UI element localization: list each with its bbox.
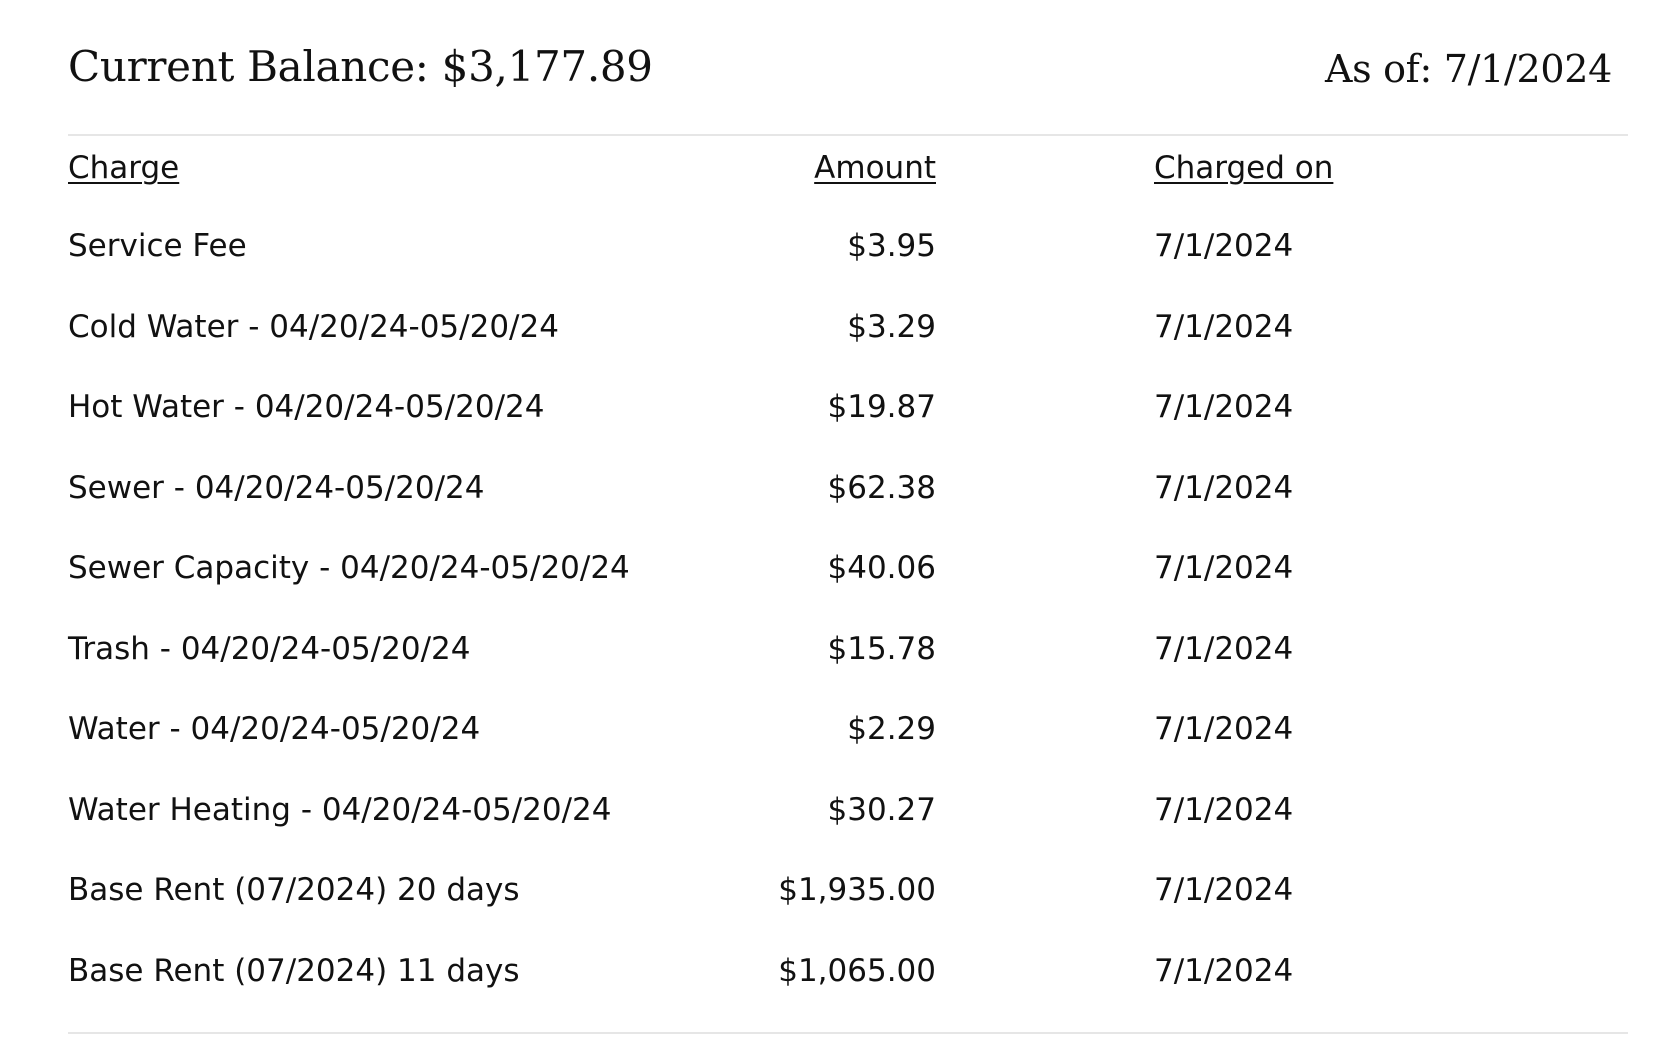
- amount-cell: $3.95: [847, 228, 936, 265]
- sort-amount-link[interactable]: Amount: [814, 150, 936, 186]
- table-row: Base Rent (07/2024) 11 days $1,065.00 7/…: [68, 931, 1454, 1012]
- charged-on-cell: 7/1/2024: [1154, 308, 1294, 345]
- charged-on-cell: 7/1/2024: [1154, 228, 1294, 265]
- charged-on-cell: 7/1/2024: [1154, 952, 1294, 989]
- table-row: Service Fee $3.95 7/1/2024: [68, 206, 1454, 287]
- table-row: Sewer Capacity - 04/20/24-05/20/24 $40.0…: [68, 528, 1454, 609]
- charge-cell: Service Fee: [68, 228, 247, 265]
- amount-cell: $1,935.00: [778, 872, 936, 909]
- charged-on-cell: 7/1/2024: [1154, 469, 1294, 506]
- amount-cell: $30.27: [827, 791, 936, 828]
- table-row: Sewer - 04/20/24-05/20/24 $62.38 7/1/202…: [68, 448, 1454, 529]
- charged-on-cell: 7/1/2024: [1154, 791, 1294, 828]
- table-row: Base Rent (07/2024) 20 days $1,935.00 7/…: [68, 850, 1454, 931]
- charged-on-cell: 7/1/2024: [1154, 630, 1294, 667]
- charged-on-cell: 7/1/2024: [1154, 711, 1294, 748]
- header-charge[interactable]: Charge: [68, 150, 728, 206]
- charge-cell: Water - 04/20/24-05/20/24: [68, 711, 481, 748]
- charge-cell: Hot Water - 04/20/24-05/20/24: [68, 389, 545, 426]
- charged-on-cell: 7/1/2024: [1154, 389, 1294, 426]
- amount-cell: $2.29: [847, 711, 936, 748]
- charge-cell: Cold Water - 04/20/24-05/20/24: [68, 308, 559, 345]
- balance-header: Current Balance: $3,177.89 As of: 7/1/20…: [68, 0, 1612, 91]
- amount-cell: $3.29: [847, 308, 936, 345]
- as-of-date: As of: 7/1/2024: [1324, 47, 1612, 91]
- amount-cell: $15.78: [827, 630, 936, 667]
- divider-bottom: [68, 1032, 1628, 1034]
- divider-top: [68, 134, 1628, 136]
- table-row: Water Heating - 04/20/24-05/20/24 $30.27…: [68, 770, 1454, 851]
- amount-cell: $62.38: [827, 469, 936, 506]
- amount-cell: $40.06: [827, 550, 936, 587]
- table-row: Water - 04/20/24-05/20/24 $2.29 7/1/2024: [68, 689, 1454, 770]
- table-row: Cold Water - 04/20/24-05/20/24 $3.29 7/1…: [68, 287, 1454, 368]
- charged-on-cell: 7/1/2024: [1154, 550, 1294, 587]
- header-gap: [936, 150, 1154, 206]
- charge-cell: Sewer - 04/20/24-05/20/24: [68, 469, 485, 506]
- charged-on-cell: 7/1/2024: [1154, 872, 1294, 909]
- amount-cell: $19.87: [827, 389, 936, 426]
- charge-cell: Trash - 04/20/24-05/20/24: [68, 630, 471, 667]
- amount-cell: $1,065.00: [778, 952, 936, 989]
- header-charged-on[interactable]: Charged on: [1154, 150, 1454, 206]
- charge-cell: Base Rent (07/2024) 11 days: [68, 952, 520, 989]
- current-balance: Current Balance: $3,177.89: [68, 42, 653, 91]
- table-row: Hot Water - 04/20/24-05/20/24 $19.87 7/1…: [68, 367, 1454, 448]
- charges-table: Charge Amount Charged on Service Fee $3.…: [68, 150, 1454, 1011]
- sort-charge-link[interactable]: Charge: [68, 150, 180, 186]
- table-header-row: Charge Amount Charged on: [68, 150, 1454, 206]
- charge-cell: Base Rent (07/2024) 20 days: [68, 872, 520, 909]
- charge-cell: Water Heating - 04/20/24-05/20/24: [68, 791, 612, 828]
- charge-cell: Sewer Capacity - 04/20/24-05/20/24: [68, 550, 630, 587]
- header-amount[interactable]: Amount: [728, 150, 936, 206]
- table-row: Trash - 04/20/24-05/20/24 $15.78 7/1/202…: [68, 609, 1454, 690]
- sort-charged-on-link[interactable]: Charged on: [1154, 150, 1334, 186]
